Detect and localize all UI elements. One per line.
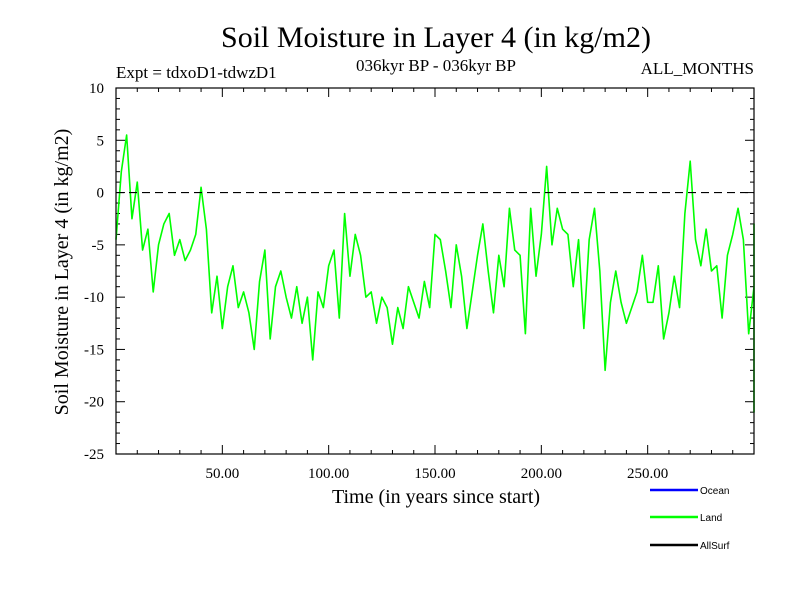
time-range-label: 036kyr BP - 036kyr BP (356, 56, 516, 75)
x-axis-ticks: 50.00 100.00 150.00 200.00 250.00 (136, 88, 734, 482)
y-tick-label: -25 (84, 447, 104, 463)
legend-land-label: Land (700, 513, 722, 524)
x-tick-label: 250.00 (627, 466, 668, 482)
experiment-label: Expt = tdxoD1-tdwzD1 (116, 63, 277, 82)
y-tick-label: -20 (84, 395, 104, 411)
y-tick-label: -15 (84, 342, 104, 358)
y-tick-label: -10 (84, 290, 104, 306)
x-tick-label: 150.00 (414, 466, 455, 482)
y-tick-label: -5 (92, 238, 105, 254)
y-tick-label: 0 (97, 186, 105, 202)
y-tick-label: 5 (97, 133, 105, 149)
legend: Ocean Land AllSurf (650, 486, 730, 552)
x-tick-label: 100.00 (308, 466, 349, 482)
y-axis-label: Soil Moisture in Layer 4 (in kg/m2) (51, 129, 73, 416)
y-tick-label: 10 (89, 81, 104, 97)
legend-allsurf-label: AllSurf (700, 541, 730, 552)
x-axis-label: Time (in years since start) (332, 486, 540, 508)
months-label: ALL_MONTHS (641, 59, 754, 78)
x-tick-label: 50.00 (205, 466, 239, 482)
x-tick-label: 200.00 (521, 466, 562, 482)
legend-ocean-label: Ocean (700, 486, 729, 497)
chart-title: Soil Moisture in Layer 4 (in kg/m2) (221, 21, 651, 54)
plot-frame (115, 87, 755, 455)
